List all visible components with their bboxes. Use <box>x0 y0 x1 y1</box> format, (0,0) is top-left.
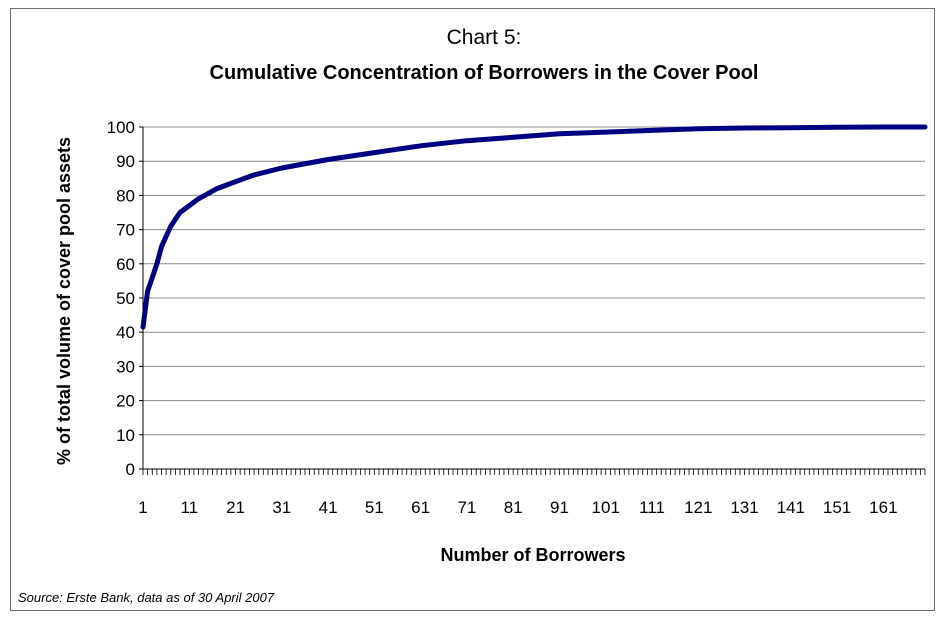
data-point-15 <box>206 192 210 196</box>
data-point-8 <box>173 217 177 221</box>
x-tick-label-131: 131 <box>730 498 758 517</box>
data-point-131 <box>743 126 746 130</box>
x-tick-label-91: 91 <box>550 498 569 517</box>
data-point-61 <box>419 144 423 148</box>
x-tick-label-1: 1 <box>138 498 147 517</box>
data-point-121 <box>696 127 700 131</box>
data-point-111 <box>650 128 654 132</box>
x-tick-label-61: 61 <box>411 498 430 517</box>
y-tick-label-90: 90 <box>116 152 135 171</box>
y-tick-label-30: 30 <box>116 357 135 376</box>
x-tick-label-141: 141 <box>777 498 805 517</box>
y-tick-label-50: 50 <box>116 289 135 308</box>
data-point-21 <box>234 180 237 184</box>
y-tick-label-10: 10 <box>116 426 135 445</box>
data-point-151 <box>835 125 839 129</box>
data-point-51 <box>372 151 376 155</box>
series-line <box>140 124 928 330</box>
data-point-141 <box>789 126 793 130</box>
x-tick-label-161: 161 <box>869 498 897 517</box>
data-point-9 <box>178 211 182 214</box>
data-point-13 <box>197 197 200 201</box>
y-tick-labels: 0 10 20 30 40 50 60 70 80 90 100 <box>107 118 135 479</box>
data-point-41 <box>326 158 330 161</box>
chart-title: Cumulative Concentration of Borrowers in… <box>210 62 759 84</box>
x-tick-label-111: 111 <box>639 498 665 517</box>
y-tick-label-60: 60 <box>116 255 135 274</box>
data-point-81 <box>511 135 515 139</box>
x-tick-labels: 1 11 21 31 41 51 61 71 81 91 101 111 121 131 141 151 161 <box>138 498 897 517</box>
y-axis-title: % of total volume of cover pool assets <box>54 137 74 465</box>
source-note: Source: Erste Bank, data as of 30 April … <box>18 590 275 605</box>
data-point-1 <box>141 325 145 329</box>
data-point-11 <box>187 204 191 208</box>
data-point-3 <box>150 276 154 279</box>
data-point-25 <box>252 173 256 177</box>
data-point-4 <box>155 262 159 266</box>
x-axis-title: Number of Borrowers <box>440 545 625 565</box>
chart-title-line1: Chart 5: <box>447 26 522 49</box>
data-point-101 <box>604 130 608 134</box>
data-point-10 <box>183 207 187 211</box>
data-point-6 <box>164 234 168 238</box>
data-point-19 <box>224 183 228 187</box>
series-group <box>140 124 928 330</box>
x-tick-label-21: 21 <box>226 498 245 517</box>
x-tick-label-11: 11 <box>180 498 198 517</box>
x-tick-label-51: 51 <box>365 498 384 517</box>
data-point-7 <box>169 224 173 228</box>
data-point-170 <box>923 125 927 129</box>
axes <box>139 126 926 475</box>
x-tick-label-71: 71 <box>457 498 476 517</box>
y-tick-label-40: 40 <box>116 323 135 342</box>
data-point-2 <box>146 289 150 293</box>
y-tick-label-0: 0 <box>126 460 135 479</box>
y-tick-label-20: 20 <box>116 392 135 411</box>
x-tick-label-31: 31 <box>272 498 291 517</box>
data-point-91 <box>557 132 561 136</box>
y-tick-label-70: 70 <box>116 221 135 240</box>
x-tick-label-121: 121 <box>684 498 712 517</box>
y-tick-label-100: 100 <box>107 118 135 137</box>
data-point-5 <box>160 245 163 249</box>
y-tick-label-80: 80 <box>116 186 135 205</box>
x-tick-label-101: 101 <box>592 498 620 517</box>
x-tick-label-81: 81 <box>504 498 523 517</box>
x-tick-label-151: 151 <box>823 498 851 517</box>
x-tick-label-41: 41 <box>319 498 338 517</box>
data-point-71 <box>465 139 469 143</box>
chart-frame <box>10 8 935 611</box>
data-point-31 <box>280 166 284 170</box>
data-point-17 <box>215 187 219 191</box>
data-point-161 <box>881 125 885 129</box>
